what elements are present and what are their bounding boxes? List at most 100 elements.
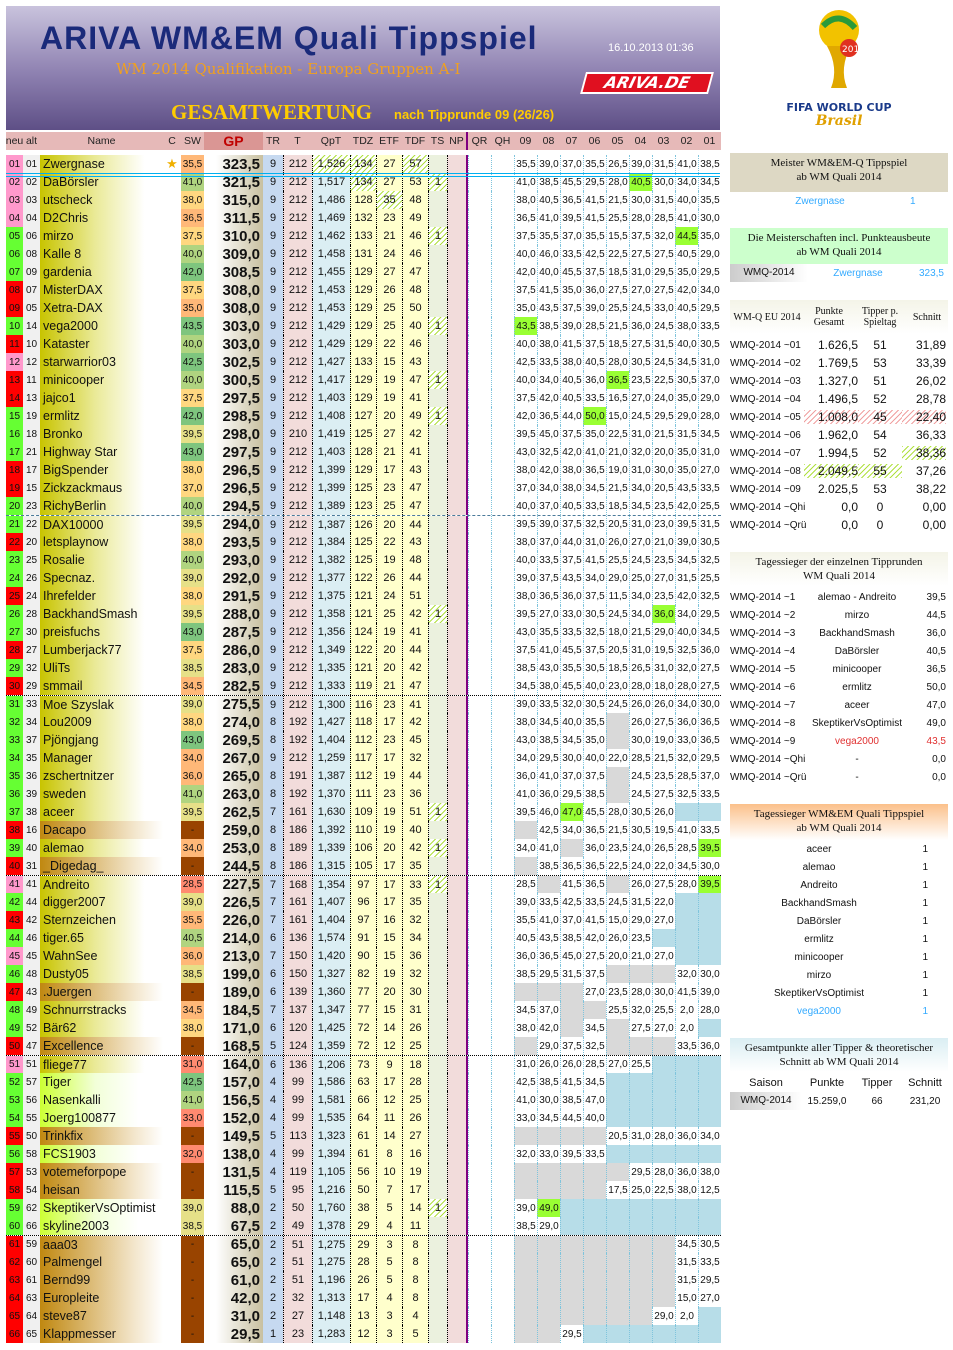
col-header-05[interactable]: 05 xyxy=(611,135,624,147)
player-name[interactable]: Excellence xyxy=(40,1037,163,1055)
np xyxy=(447,1109,466,1127)
col-header-c[interactable]: C xyxy=(168,135,176,147)
player-name[interactable]: preisfuchs xyxy=(40,623,163,641)
round-score-05: 11,5 xyxy=(606,587,629,605)
player-name[interactable]: steve87 xyxy=(40,1307,163,1325)
player-name[interactable]: Bernd99 xyxy=(40,1271,163,1289)
player-name[interactable]: Dacapo xyxy=(40,821,163,839)
player-name[interactable]: D2Chris xyxy=(40,209,163,227)
player-name[interactable]: .Juergen xyxy=(40,983,163,1001)
player-name[interactable]: minicooper xyxy=(40,371,163,389)
col-header-08[interactable]: 08 xyxy=(542,135,555,147)
player-name[interactable]: Andreito xyxy=(40,876,163,893)
col-header-qh[interactable]: QH xyxy=(494,135,511,147)
player-name[interactable]: letsplaynow xyxy=(40,533,163,551)
player-name[interactable]: skyline2003 xyxy=(40,1217,163,1235)
player-name[interactable]: SkeptikerVsOptimist xyxy=(40,1199,163,1217)
round-score-06: 28,5 xyxy=(583,1056,606,1073)
tips-count: 161 xyxy=(283,911,312,929)
day-wins xyxy=(428,1271,447,1289)
player-name[interactable]: Rosalie xyxy=(40,551,163,569)
player-name[interactable]: jajco1 xyxy=(40,389,163,407)
player-name[interactable]: Specnaz. xyxy=(40,569,163,587)
player-name[interactable]: Sternzeichen xyxy=(40,911,163,929)
player-name[interactable]: fliege77 xyxy=(40,1056,163,1073)
player-name[interactable]: DaBörsler xyxy=(40,173,163,191)
col-header-01[interactable]: 01 xyxy=(703,135,716,147)
player-name[interactable]: Kalle 8 xyxy=(40,245,163,263)
col-header-tdz[interactable]: TDZ xyxy=(352,135,374,147)
col-header-03[interactable]: 03 xyxy=(657,135,670,147)
player-name[interactable]: aceer xyxy=(40,803,163,821)
player-name[interactable]: utscheck xyxy=(40,191,163,209)
player-name[interactable]: Manager xyxy=(40,749,163,767)
player-name[interactable]: starwarrior03 xyxy=(40,353,163,371)
ariva-logo[interactable]: ARIVA.DE xyxy=(580,72,714,94)
player-name[interactable]: RichyBerlin xyxy=(40,497,163,515)
col-header-name[interactable]: Name xyxy=(87,135,116,147)
player-name[interactable]: Zwergnase xyxy=(40,155,163,173)
player-name[interactable]: MisterDAX xyxy=(40,281,163,299)
player-name[interactable]: sweden xyxy=(40,785,163,803)
player-name[interactable]: zschertnitzer xyxy=(40,767,163,785)
player-name[interactable]: Dusty05 xyxy=(40,965,163,983)
player-name[interactable]: Bronko xyxy=(40,425,163,443)
col-header-07[interactable]: 07 xyxy=(565,135,578,147)
player-name[interactable]: aaa03 xyxy=(40,1236,163,1253)
player-name[interactable]: ermlitz xyxy=(40,407,163,425)
tips-count: 212 xyxy=(283,209,312,227)
player-name[interactable]: BackhandSmash xyxy=(40,605,163,623)
col-header-02[interactable]: 02 xyxy=(680,135,693,147)
player-name[interactable]: DAX10000 xyxy=(40,516,163,533)
player-name[interactable]: Palmengel xyxy=(40,1253,163,1271)
col-header-neu[interactable]: neu xyxy=(6,135,23,147)
player-name[interactable]: _Digedag_ xyxy=(40,857,163,875)
player-name[interactable]: BigSpender xyxy=(40,461,163,479)
player-name[interactable]: Bär62 xyxy=(40,1019,163,1037)
player-name[interactable]: Klappmesser xyxy=(40,1325,163,1343)
player-name[interactable]: Zickzackmaus xyxy=(40,479,163,497)
player-name[interactable]: mirzo xyxy=(40,227,163,245)
player-name[interactable]: gardenia xyxy=(40,263,163,281)
player-name[interactable]: Trinkfix xyxy=(40,1127,163,1145)
col-header-06[interactable]: 06 xyxy=(588,135,601,147)
round-score-08: 33,5 xyxy=(537,696,560,713)
col-header-qpt[interactable]: QpT xyxy=(320,135,342,147)
col-header-t[interactable]: T xyxy=(294,135,301,147)
table-row: 39 40 alemao 34,0 253,0 8 189 1,339 106 20 42 1 34,0… xyxy=(6,839,721,857)
player-name[interactable]: Europleite xyxy=(40,1289,163,1307)
player-name[interactable]: FCS1903 xyxy=(40,1145,163,1163)
col-header-etf[interactable]: ETF xyxy=(379,135,399,147)
player-name[interactable]: Pjöngjang xyxy=(40,731,163,749)
player-name[interactable]: Moe Szyslak xyxy=(40,696,163,713)
player-name[interactable]: vega2000 xyxy=(40,317,163,335)
player-name[interactable]: Ihrefelder xyxy=(40,587,163,605)
player-name[interactable]: smmail xyxy=(40,677,163,695)
player-name[interactable]: WahnSee xyxy=(40,947,163,965)
col-header-sw[interactable]: SW xyxy=(184,135,201,147)
player-name[interactable]: Nasenkalli xyxy=(40,1091,163,1109)
col-header-alt[interactable]: alt xyxy=(25,135,38,147)
player-name[interactable]: Joerg100877 xyxy=(40,1109,163,1127)
player-name[interactable]: tiger.65 xyxy=(40,929,163,947)
player-name[interactable]: digger2007 xyxy=(40,893,163,911)
col-header-np[interactable]: NP xyxy=(449,135,464,147)
col-header-tdf[interactable]: TDF xyxy=(404,135,426,147)
player-name[interactable]: votemeforpope xyxy=(40,1163,163,1181)
col-header-09[interactable]: 09 xyxy=(519,135,532,147)
col-header-04[interactable]: 04 xyxy=(634,135,647,147)
player-name[interactable]: UliTs xyxy=(40,659,163,677)
player-name[interactable]: Xetra-DAX xyxy=(40,299,163,317)
col-header-gp[interactable]: GP xyxy=(204,132,263,150)
player-name[interactable]: Kataster xyxy=(40,335,163,353)
col-header-ts[interactable]: TS xyxy=(430,135,445,147)
col-header-tr[interactable]: TR xyxy=(266,135,280,147)
player-name[interactable]: Schnurrstracks xyxy=(40,1001,163,1019)
player-name[interactable]: alemao xyxy=(40,839,163,857)
player-name[interactable]: Lou2009 xyxy=(40,713,163,731)
player-name[interactable]: Tiger xyxy=(40,1073,163,1091)
col-header-qr[interactable]: QR xyxy=(471,135,488,147)
player-name[interactable]: Highway Star xyxy=(40,443,163,461)
player-name[interactable]: Lumberjack77 xyxy=(40,641,163,659)
player-name[interactable]: heisan xyxy=(40,1181,163,1199)
